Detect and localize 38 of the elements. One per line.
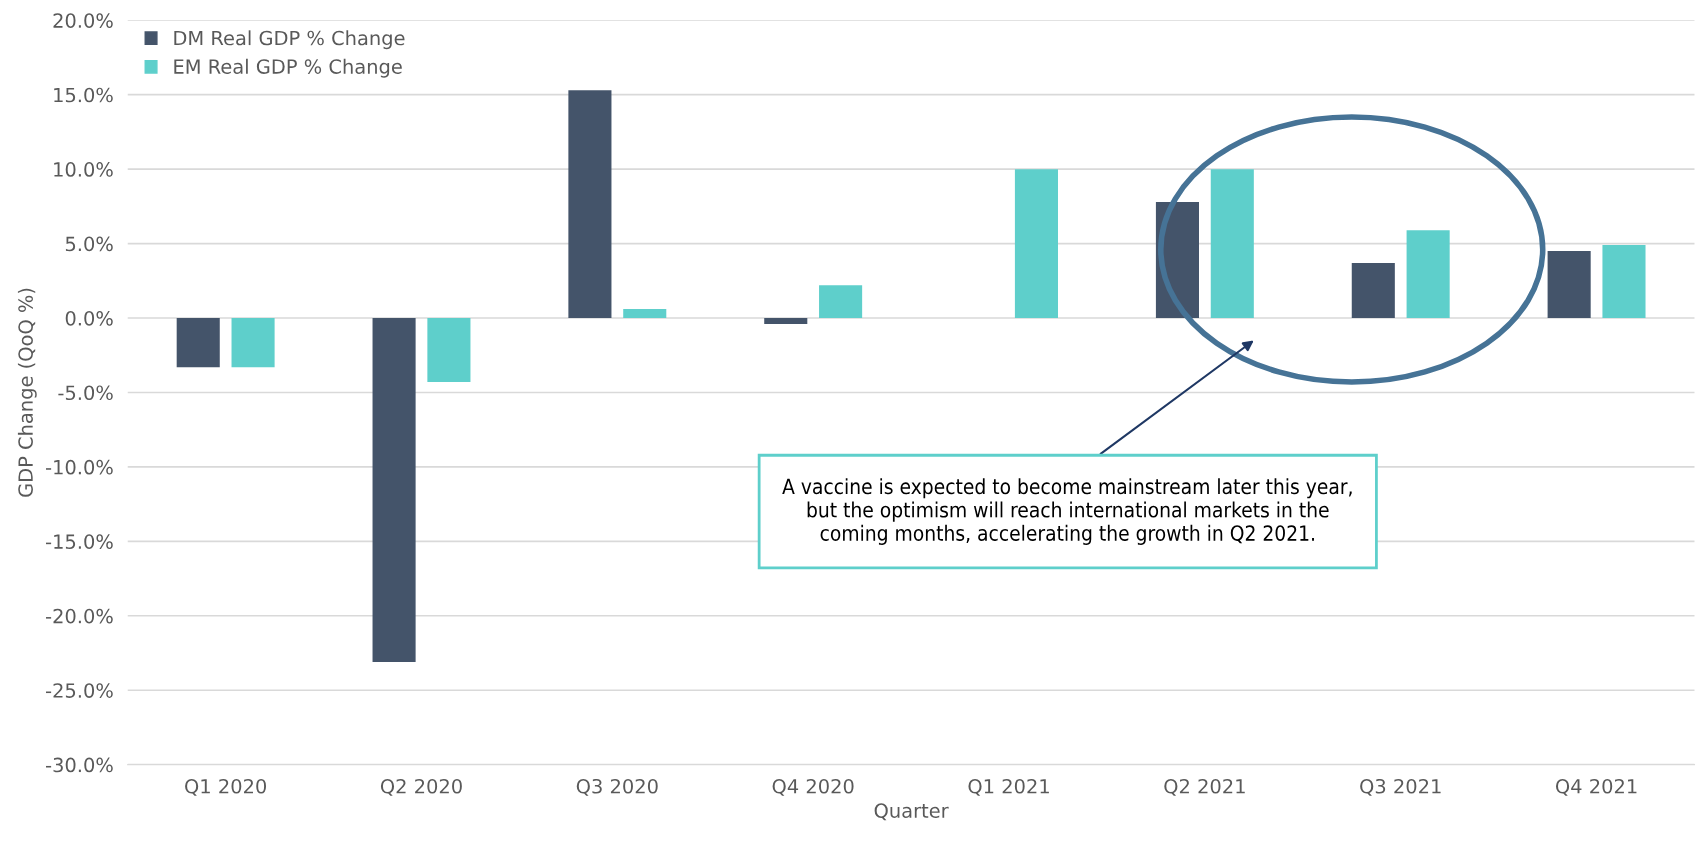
y-tick-label: 5.0% bbox=[65, 236, 113, 252]
legend-label: DM Real GDP % Change bbox=[174, 30, 405, 50]
y-tick-label: 15.0% bbox=[54, 87, 113, 103]
x-tick-label: Q4 2020 bbox=[772, 778, 854, 796]
x-tick-label: Q3 2021 bbox=[1360, 778, 1441, 796]
y-tick-label: -20.0% bbox=[46, 608, 113, 624]
bar bbox=[764, 318, 808, 324]
bar bbox=[1014, 169, 1058, 319]
y-tick-label: -5.0% bbox=[58, 385, 113, 401]
bar bbox=[372, 318, 416, 662]
y-tick-label: 10.0% bbox=[54, 162, 113, 177]
bar bbox=[1547, 251, 1591, 319]
y-tick-label: -25.0% bbox=[46, 683, 113, 698]
annotation: A vaccine is expected to become mainstream later this year, but the optimism will reach international markets in the coming months, accelerating the growth in Q2 2021. bbox=[782, 478, 1352, 545]
y-axis-title: GDP Change (QoQ %) bbox=[17, 288, 37, 497]
x-tick-label: Q4 2021 bbox=[1555, 778, 1637, 796]
x-tick-label: Q2 2020 bbox=[380, 778, 462, 796]
y-tick-label: -15.0% bbox=[46, 534, 113, 550]
x-tick-label: Q1 2020 bbox=[185, 778, 267, 796]
bar bbox=[1602, 245, 1646, 319]
bar bbox=[231, 318, 275, 368]
bar bbox=[819, 285, 863, 319]
x-tick-label: Q3 2020 bbox=[576, 778, 658, 796]
bar bbox=[1210, 169, 1254, 319]
bar bbox=[568, 90, 612, 319]
y-tick-label: 0.0% bbox=[65, 310, 113, 326]
legend-label: EM Real GDP % Change bbox=[174, 58, 402, 78]
x-tick-label: Q2 2021 bbox=[1164, 778, 1245, 796]
bar bbox=[427, 318, 471, 383]
bar bbox=[1406, 230, 1450, 319]
x-axis-title: Quarter bbox=[874, 803, 949, 821]
y-tick-label: -30.0% bbox=[46, 757, 113, 773]
bar bbox=[1351, 262, 1395, 319]
bar bbox=[623, 309, 667, 319]
y-tick-label: 20.0% bbox=[53, 13, 113, 28]
y-tick-label: -10.0% bbox=[46, 459, 113, 475]
bar bbox=[176, 318, 220, 368]
x-tick-label: Q1 2021 bbox=[968, 778, 1049, 796]
